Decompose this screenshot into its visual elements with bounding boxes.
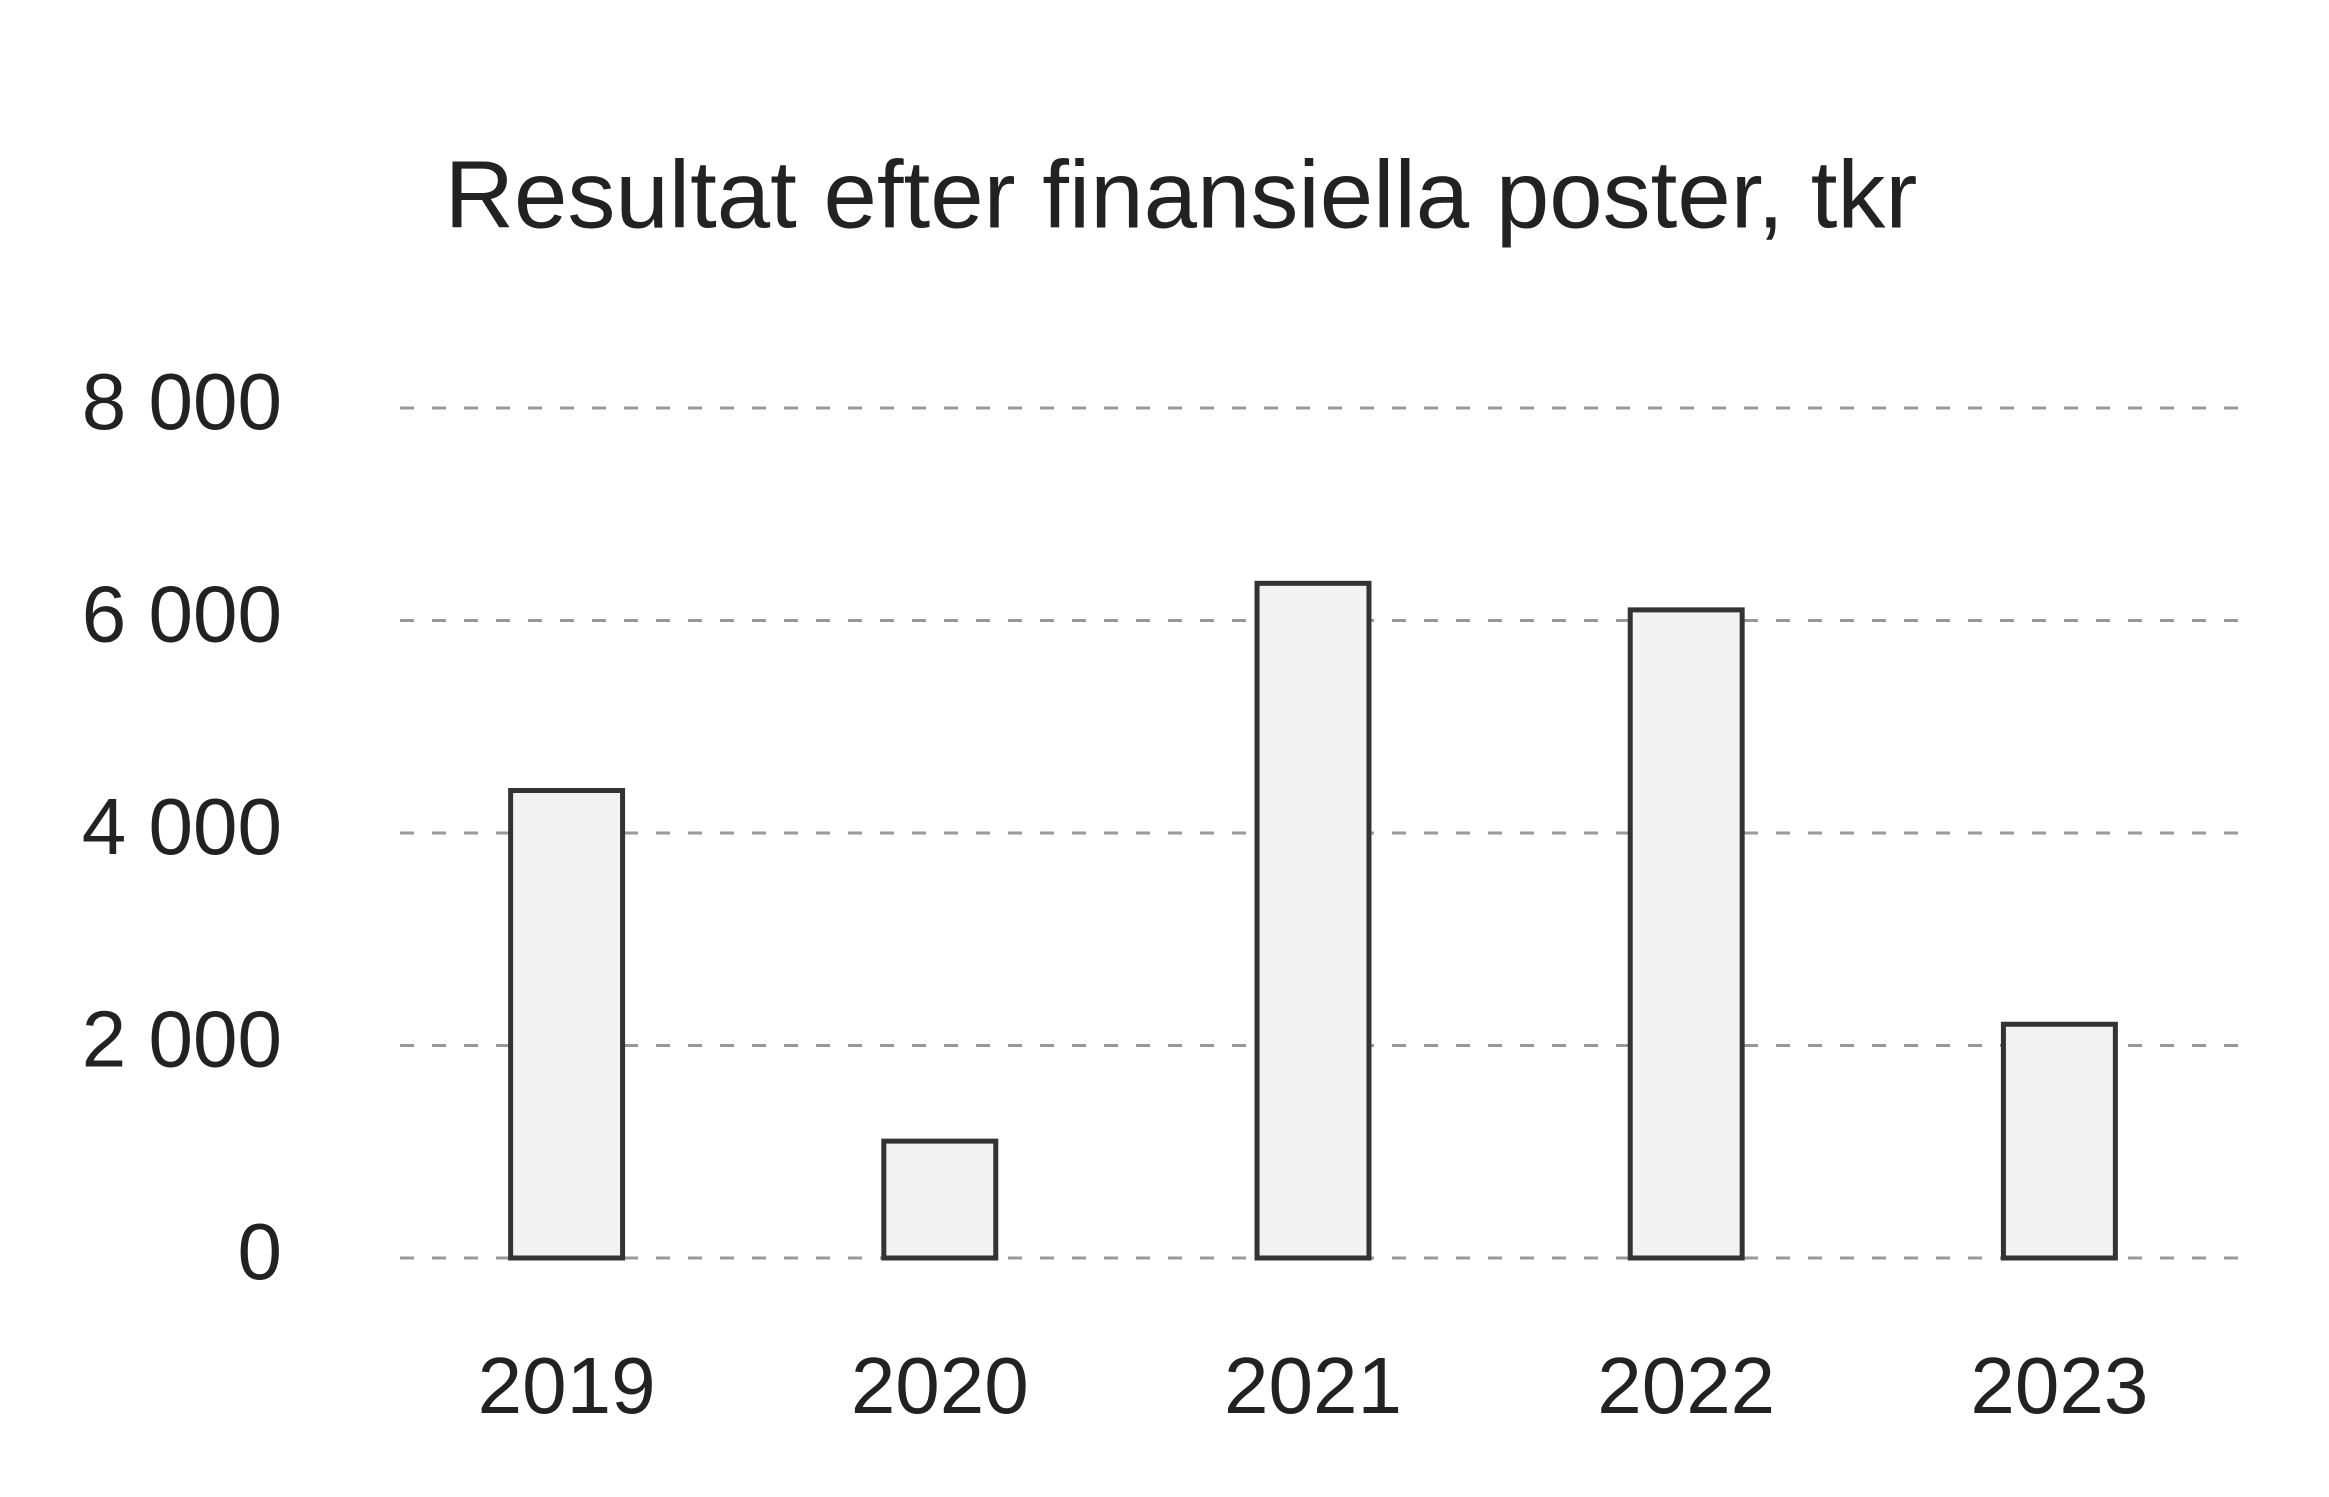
- x-tick-label: 2019: [478, 1341, 656, 1430]
- x-tick-label: 2023: [1970, 1341, 2148, 1430]
- bar: [1627, 607, 1745, 1261]
- x-tick-label: 2020: [851, 1341, 1029, 1430]
- bar: [1254, 580, 1372, 1261]
- bar: [508, 788, 626, 1261]
- chart-title: Resultat efter finansiella poster, tkr: [445, 141, 1918, 248]
- y-tick-label: 8 000: [82, 357, 282, 446]
- y-tick-label: 4 000: [82, 782, 282, 871]
- x-tick-label: 2022: [1597, 1341, 1775, 1430]
- x-tick-label: 2021: [1224, 1341, 1402, 1430]
- bar: [881, 1138, 999, 1261]
- y-tick-label: 6 000: [82, 570, 282, 659]
- y-tick-label: 2 000: [82, 995, 282, 1084]
- y-tick-label: 0: [238, 1207, 283, 1296]
- bar: [2000, 1021, 2118, 1261]
